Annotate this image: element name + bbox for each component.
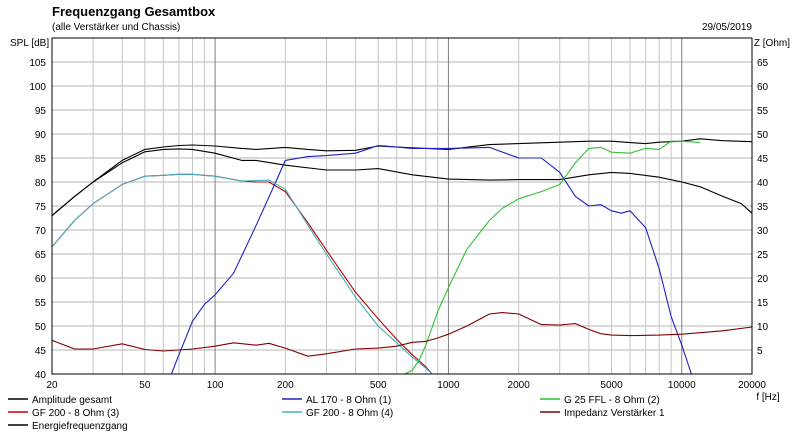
y-tick-label-right: 55 <box>757 106 769 117</box>
x-tick-label: 20 <box>46 380 58 391</box>
chart-date: 29/05/2019 <box>702 22 752 33</box>
y-tick-label-right: 15 <box>757 298 769 309</box>
y-tick-label-left: 75 <box>35 202 47 213</box>
y-tick-label-right: 40 <box>757 178 769 189</box>
y-tick-label-left: 80 <box>35 178 47 189</box>
y-tick-label-left: 60 <box>35 274 47 285</box>
x-tick-label: 2000 <box>508 380 531 391</box>
y-tick-label-left: 85 <box>35 154 47 165</box>
legend-label: Impedanz Verstärker 1 <box>564 408 665 419</box>
y-tick-label-right: 60 <box>757 82 769 93</box>
y-tick-label-right: 25 <box>757 250 769 261</box>
legend-label: Amplitude gesamt <box>32 395 112 406</box>
grid-lines <box>52 38 752 375</box>
y-tick-label-right: 10 <box>757 322 769 333</box>
x-tick-label: 20000 <box>738 380 766 391</box>
y-tick-label-right: 50 <box>757 130 769 141</box>
y-tick-label-left: 70 <box>35 226 47 237</box>
y-tick-label-left: 100 <box>29 82 46 93</box>
legend-label: AL 170 - 8 Ohm (1) <box>306 395 391 406</box>
legend-label: Energiefrequenzgang <box>32 421 128 432</box>
y-tick-label-left: 55 <box>35 298 47 309</box>
y-tick-label-left: 105 <box>29 58 46 69</box>
y-tick-label-left: 50 <box>35 322 47 333</box>
y-tick-label-right: 65 <box>757 58 769 69</box>
series-line <box>51 312 753 357</box>
y-tick-label-right: 5 <box>757 346 763 357</box>
series-line <box>51 173 433 375</box>
y-tick-label-left: 45 <box>35 346 47 357</box>
chart-title: Frequenzgang Gesamtbox <box>52 4 216 19</box>
y-axis-left-label: SPL [dB] <box>10 38 49 49</box>
y-tick-label-left: 65 <box>35 250 47 261</box>
series-lines <box>51 138 753 375</box>
y-tick-label-right: 35 <box>757 202 769 213</box>
y-axis-right-label: Z [Ohm] <box>754 38 790 49</box>
plot-frame <box>51 37 753 375</box>
y-tick-label-left: 95 <box>35 106 47 117</box>
y-tick-label-right: 20 <box>757 274 769 285</box>
legend-label: GF 200 - 8 Ohm (3) <box>32 408 119 419</box>
x-tick-label: 1000 <box>437 380 460 391</box>
series-line <box>404 140 701 375</box>
y-tick-label-left: 90 <box>35 130 47 141</box>
x-tick-label: 200 <box>277 380 294 391</box>
x-tick-label: 500 <box>370 380 387 391</box>
x-tick-label: 50 <box>139 380 151 391</box>
legend-label: GF 200 - 8 Ohm (4) <box>306 408 393 419</box>
tick-labels: 40 45 50 55 60 65 70 75 80 85 90 95 100 105 5 10 15 20 25 3… <box>29 58 768 391</box>
x-tick-label: 5000 <box>600 380 623 391</box>
x-axis-label: f [Hz] <box>756 392 780 403</box>
legend: Amplitude gesamt GF 200 - 8 Ohm (3) Energi… <box>8 395 665 432</box>
series-line <box>51 148 753 217</box>
x-tick-label: 100 <box>207 380 224 391</box>
x-tick-label: 10000 <box>668 380 696 391</box>
legend-label: G 25 FFL - 8 Ohm (2) <box>564 395 660 406</box>
y-tick-label-left: 40 <box>35 370 47 381</box>
y-tick-label-right: 45 <box>757 154 769 165</box>
y-tick-label-right: 30 <box>757 226 769 237</box>
chart-subtitle: (alle Verstärker und Chassis) <box>52 22 180 33</box>
series-line <box>170 144 692 375</box>
